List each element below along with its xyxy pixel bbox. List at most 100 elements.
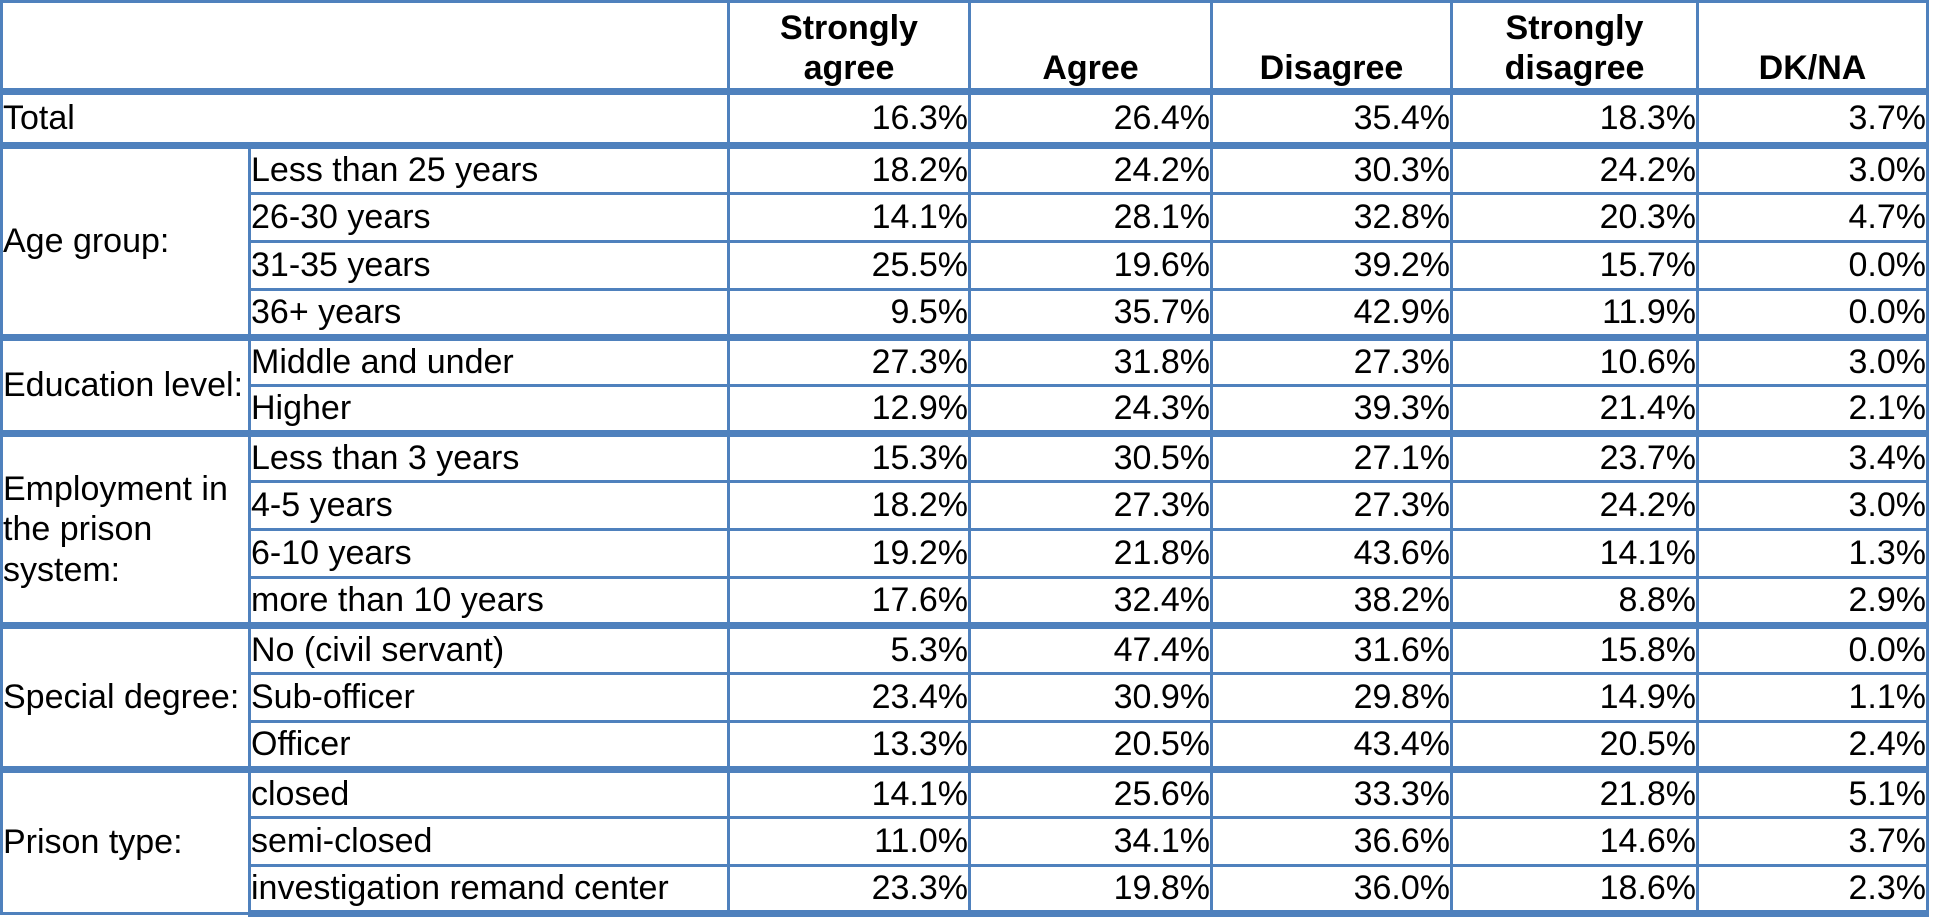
value-cell: 28.1% bbox=[968, 192, 1213, 243]
value-cell: 21.8% bbox=[968, 528, 1213, 579]
header-corner-cell bbox=[0, 0, 730, 93]
group-label-prison-type: Prison type: bbox=[0, 766, 251, 915]
row-label-cell: investigation remand center bbox=[248, 864, 730, 917]
column-header-strongly-disagree: Strongly disagree bbox=[1450, 0, 1699, 93]
table-row: Higher 12.9% 24.3% 39.3% 21.4% 2.1% bbox=[2, 384, 1929, 435]
table-row: Sub-officer 23.4% 30.9% 29.8% 14.9% 1.1% bbox=[2, 672, 1929, 723]
value-cell: 18.2% bbox=[727, 142, 971, 195]
table-row: 26-30 years 14.1% 28.1% 32.8% 20.3% 4.7% bbox=[2, 192, 1929, 243]
value-cell: 39.3% bbox=[1210, 384, 1453, 435]
value-cell: 24.2% bbox=[1450, 142, 1699, 195]
group-label-employment: Employment in the prison system: bbox=[0, 430, 251, 627]
value-cell: 31.6% bbox=[1210, 622, 1453, 675]
value-cell: 27.3% bbox=[727, 334, 971, 387]
value-cell: 18.6% bbox=[1450, 864, 1699, 917]
group-label-education: Education level: bbox=[0, 334, 251, 435]
table-row: Education level: Middle and under 27.3% … bbox=[0, 334, 1929, 435]
row-label-cell: Higher bbox=[248, 384, 730, 435]
value-cell: 19.2% bbox=[727, 528, 971, 579]
value-cell: 1.3% bbox=[1696, 528, 1929, 579]
value-cell: 15.8% bbox=[1450, 622, 1699, 675]
value-cell: 3.0% bbox=[1696, 480, 1929, 531]
table-row: Special degree: No (civil servant) 5.3% … bbox=[0, 622, 1929, 771]
row-label-cell: Officer bbox=[248, 720, 730, 771]
value-cell: 15.3% bbox=[727, 430, 971, 483]
row-label-cell: Middle and under bbox=[248, 334, 730, 387]
value-cell: 17.6% bbox=[727, 576, 971, 627]
value-cell: 21.4% bbox=[1450, 384, 1699, 435]
value-cell: 11.9% bbox=[1450, 288, 1699, 339]
value-cell: 29.8% bbox=[1210, 672, 1453, 723]
column-header-agree: Agree bbox=[968, 0, 1213, 93]
table-row: semi-closed 11.0% 34.1% 36.6% 14.6% 3.7% bbox=[2, 816, 1929, 867]
row-label-cell: 6-10 years bbox=[248, 528, 730, 579]
value-cell: 23.4% bbox=[727, 672, 971, 723]
value-cell: 24.2% bbox=[968, 142, 1213, 195]
group-label-age: Age group: bbox=[0, 142, 251, 339]
value-cell: 10.6% bbox=[1450, 334, 1699, 387]
value-cell: 20.5% bbox=[1450, 720, 1699, 771]
value-cell: 3.7% bbox=[1696, 816, 1929, 867]
value-cell: 2.4% bbox=[1696, 720, 1929, 771]
value-cell: 30.3% bbox=[1210, 142, 1453, 195]
value-cell: 18.2% bbox=[727, 480, 971, 531]
row-label-cell: more than 10 years bbox=[248, 576, 730, 627]
table-row: 4-5 years 18.2% 27.3% 27.3% 24.2% 3.0% bbox=[2, 480, 1929, 531]
value-cell: 8.8% bbox=[1450, 576, 1699, 627]
value-cell: 26.4% bbox=[968, 88, 1213, 147]
value-cell: 38.2% bbox=[1210, 576, 1453, 627]
table-row: 31-35 years 25.5% 19.6% 39.2% 15.7% 0.0% bbox=[2, 240, 1929, 291]
value-cell: 3.7% bbox=[1696, 88, 1929, 147]
value-cell: 27.1% bbox=[1210, 430, 1453, 483]
row-label-cell: Less than 25 years bbox=[248, 142, 730, 195]
value-cell: 9.5% bbox=[727, 288, 971, 339]
value-cell: 19.8% bbox=[968, 864, 1213, 917]
value-cell: 0.0% bbox=[1696, 288, 1929, 339]
row-label-cell: closed bbox=[248, 766, 730, 819]
row-label-cell: 36+ years bbox=[248, 288, 730, 339]
value-cell: 16.3% bbox=[727, 88, 971, 147]
row-label-cell: No (civil servant) bbox=[248, 622, 730, 675]
row-label-cell: 26-30 years bbox=[248, 192, 730, 243]
value-cell: 14.9% bbox=[1450, 672, 1699, 723]
value-cell: 1.1% bbox=[1696, 672, 1929, 723]
value-cell: 15.7% bbox=[1450, 240, 1699, 291]
value-cell: 24.2% bbox=[1450, 480, 1699, 531]
value-cell: 4.7% bbox=[1696, 192, 1929, 243]
value-cell: 43.4% bbox=[1210, 720, 1453, 771]
value-cell: 2.9% bbox=[1696, 576, 1929, 627]
value-cell: 0.0% bbox=[1696, 240, 1929, 291]
value-cell: 24.3% bbox=[968, 384, 1213, 435]
value-cell: 2.1% bbox=[1696, 384, 1929, 435]
value-cell: 35.4% bbox=[1210, 88, 1453, 147]
value-cell: 5.3% bbox=[727, 622, 971, 675]
total-label-cell: Total bbox=[0, 88, 730, 147]
table-row: investigation remand center 23.3% 19.8% … bbox=[2, 864, 1929, 917]
value-cell: 23.7% bbox=[1450, 430, 1699, 483]
value-cell: 36.6% bbox=[1210, 816, 1453, 867]
value-cell: 43.6% bbox=[1210, 528, 1453, 579]
column-header-disagree: Disagree bbox=[1210, 0, 1453, 93]
table-row: Employment in the prison system: Less th… bbox=[0, 430, 1929, 627]
value-cell: 3.0% bbox=[1696, 142, 1929, 195]
value-cell: 27.3% bbox=[1210, 334, 1453, 387]
value-cell: 25.6% bbox=[968, 766, 1213, 819]
value-cell: 33.3% bbox=[1210, 766, 1453, 819]
value-cell: 20.3% bbox=[1450, 192, 1699, 243]
column-header-strongly-agree: Strongly agree bbox=[727, 0, 971, 93]
value-cell: 3.4% bbox=[1696, 430, 1929, 483]
value-cell: 27.3% bbox=[968, 480, 1213, 531]
value-cell: 14.6% bbox=[1450, 816, 1699, 867]
value-cell: 25.5% bbox=[727, 240, 971, 291]
value-cell: 14.1% bbox=[727, 192, 971, 243]
value-cell: 14.1% bbox=[727, 766, 971, 819]
row-label-cell: Less than 3 years bbox=[248, 430, 730, 483]
value-cell: 31.8% bbox=[968, 334, 1213, 387]
value-cell: 23.3% bbox=[727, 864, 971, 917]
row-label-cell: Sub-officer bbox=[248, 672, 730, 723]
value-cell: 30.5% bbox=[968, 430, 1213, 483]
table-row: Officer 13.3% 20.5% 43.4% 20.5% 2.4% bbox=[2, 720, 1929, 771]
value-cell: 13.3% bbox=[727, 720, 971, 771]
row-label-cell: 4-5 years bbox=[248, 480, 730, 531]
